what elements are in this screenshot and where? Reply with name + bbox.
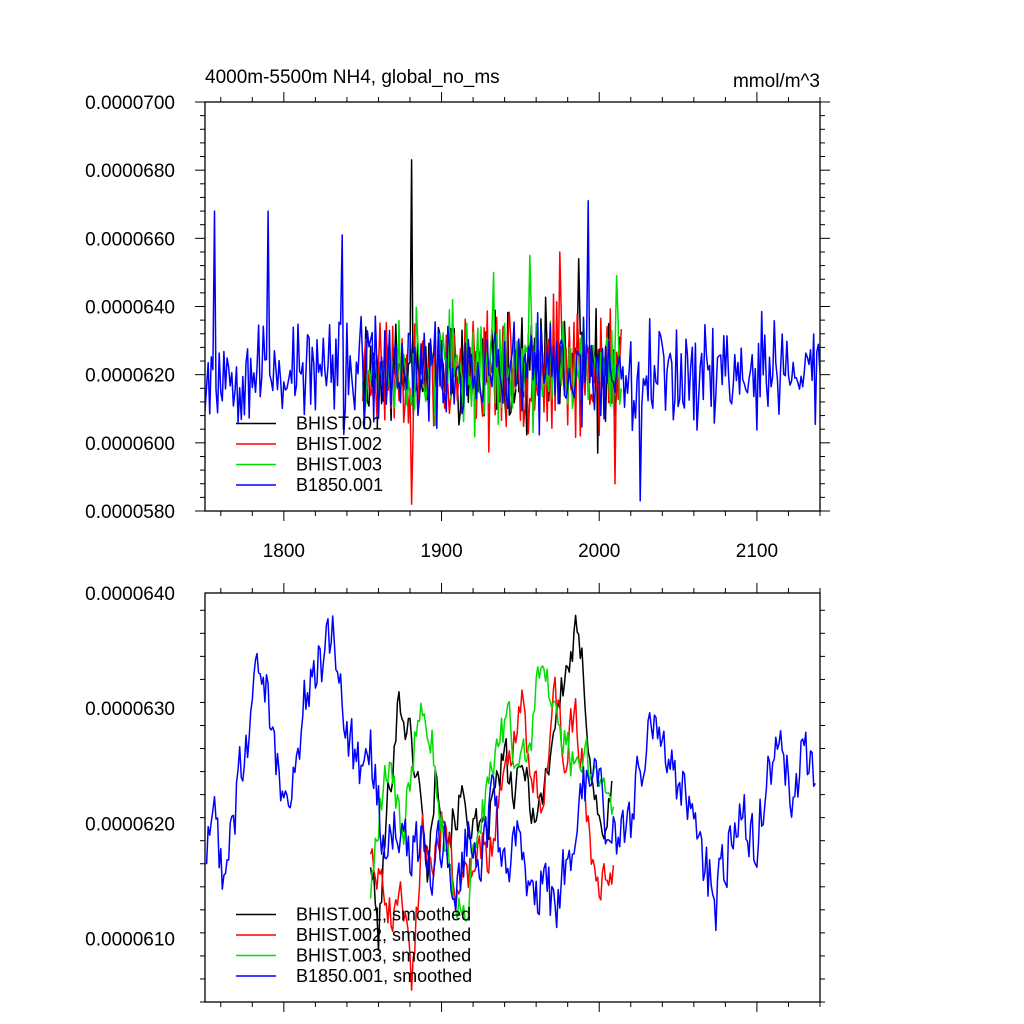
top-x-tick-label: 1900: [420, 541, 462, 562]
top-series-b1850-001: [205, 200, 820, 502]
top-x-tick-label: 2000: [578, 541, 620, 562]
top-y-tick-label: 0.0000700: [85, 93, 175, 114]
bottom-series-bhist-003-smoothed: [369, 665, 615, 922]
top-y-tick-label: 0.0000580: [85, 502, 175, 523]
bottom-plot-panel: 0.0000610 0.0000620 0.0000630 0.0000640 BHIS…: [85, 583, 825, 1012]
legend-label-b1850-001: B1850.001: [296, 475, 383, 495]
legend-label-bhist-001-smoothed: BHIST.001, smoothed: [296, 905, 471, 925]
top-x-tick-label: 1800: [263, 541, 305, 562]
bottom-plot-frame: [204, 592, 821, 1003]
bottom-series-bhist-001-smoothed: [369, 614, 613, 952]
legend-label-bhist-002: BHIST.002: [296, 434, 382, 454]
legend-label-bhist-003: BHIST.003: [296, 455, 382, 475]
legend-label-bhist-003-smoothed: BHIST.003, smoothed: [296, 946, 471, 966]
bottom-y-tick-label: 0.0000620: [85, 814, 175, 835]
top-y-tick-label: 0.0000600: [85, 434, 175, 455]
top-tick-marks: [195, 92, 830, 521]
top-series-group: [205, 159, 820, 505]
bottom-series-group: [205, 614, 816, 991]
bottom-series-b1850-001-smoothed: [205, 615, 816, 932]
bottom-tick-marks: [200, 583, 825, 1012]
top-plot-panel: 0.0000580 0.0000600 0.0000620 0.0000640 0.00…: [85, 92, 830, 562]
bottom-series-bhist-002-smoothed: [369, 676, 615, 991]
top-x-tick-label: 2100: [736, 541, 778, 562]
top-y-tick-label: 0.0000680: [85, 161, 175, 182]
top-y-tick-label: 0.0000620: [85, 366, 175, 387]
top-chart-units: mmol/m^3: [733, 71, 820, 92]
bottom-y-tick-label: 0.0000610: [85, 930, 175, 951]
bottom-y-tick-label: 0.0000640: [85, 584, 175, 605]
legend-label-bhist-002-smoothed: BHIST.002, smoothed: [296, 925, 471, 945]
bottom-y-tick-label: 0.0000630: [85, 699, 175, 720]
top-y-tick-label: 0.0000640: [85, 298, 175, 319]
legend-label-bhist-001: BHIST.001: [296, 414, 382, 434]
top-chart-title: 4000m-5500m NH4, global_no_ms: [205, 67, 500, 88]
top-y-tick-label: 0.0000660: [85, 229, 175, 250]
legend-label-b1850-001-smoothed: B1850.001, smoothed: [296, 966, 472, 986]
